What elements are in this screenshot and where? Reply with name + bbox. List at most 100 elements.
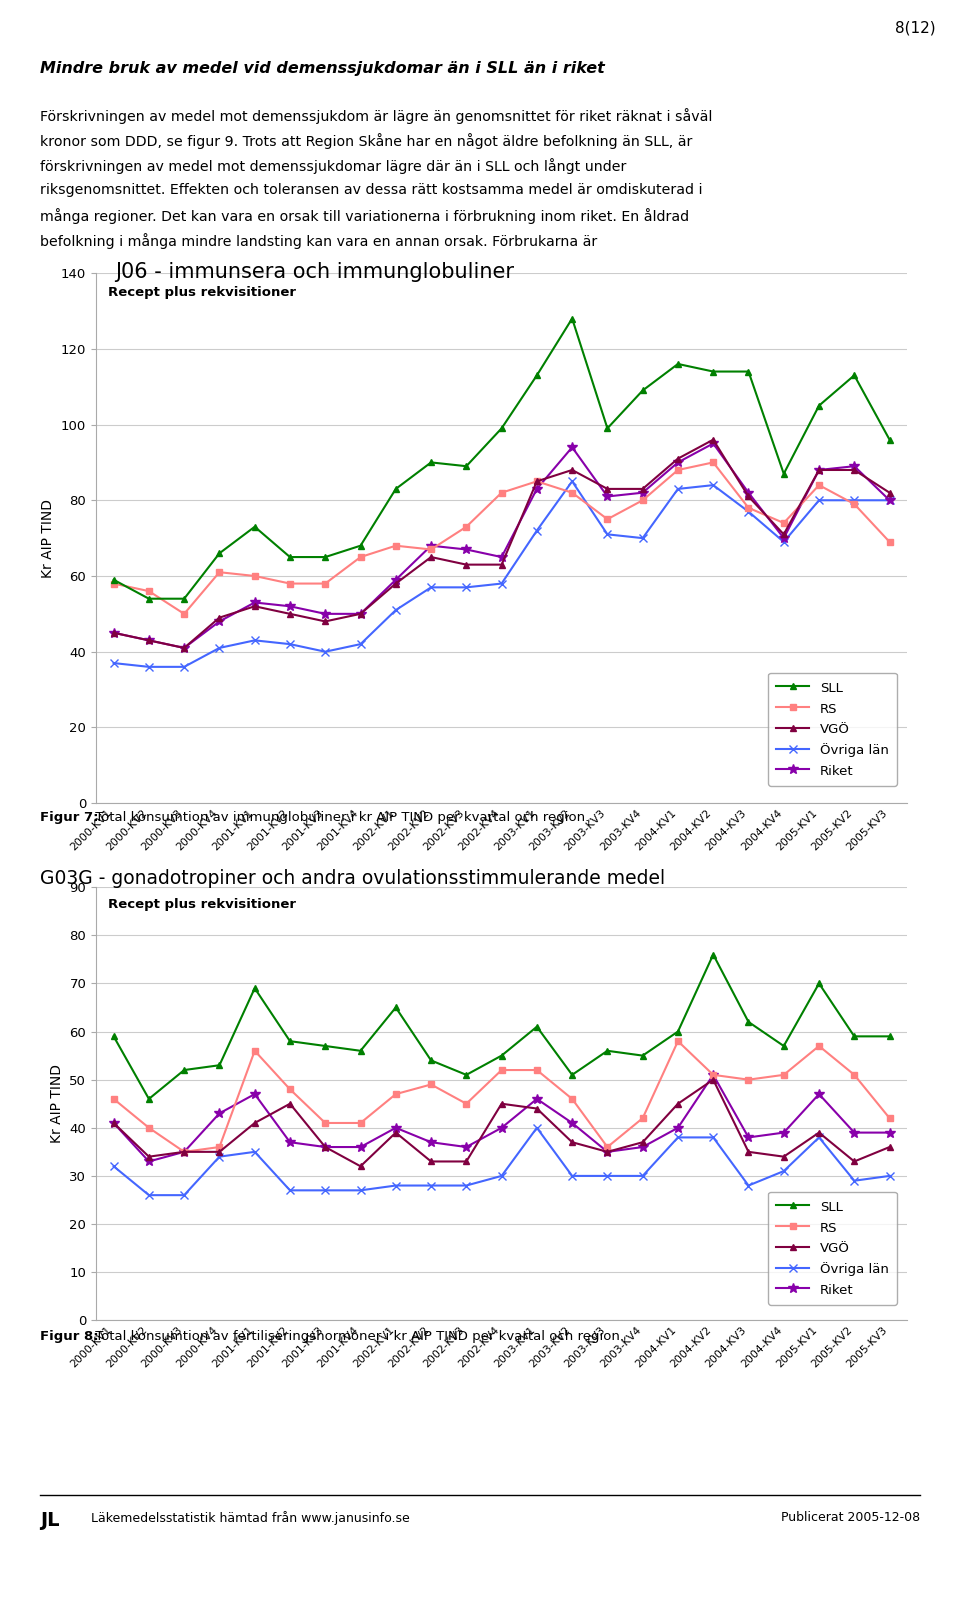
RS — [813, 475, 825, 494]
Line: VGÖ: VGÖ — [110, 1076, 893, 1170]
Riket — [143, 630, 155, 650]
SLL — [284, 1031, 296, 1050]
Övriga län — [672, 1128, 684, 1147]
Övriga län — [743, 1176, 755, 1196]
SLL — [778, 1036, 789, 1055]
SLL — [672, 354, 684, 373]
VGÖ — [355, 1157, 367, 1176]
RS — [320, 574, 331, 593]
SLL — [813, 396, 825, 415]
Line: VGÖ: VGÖ — [110, 436, 893, 651]
VGÖ — [249, 596, 260, 616]
RS — [531, 1060, 542, 1079]
SLL — [849, 1026, 860, 1046]
SLL — [320, 548, 331, 567]
VGÖ — [143, 630, 155, 650]
VGÖ — [390, 574, 401, 593]
SLL — [743, 362, 755, 381]
RS — [425, 1075, 437, 1094]
RS — [461, 517, 472, 537]
Text: många regioner. Det kan vara en orsak till variationerna i förbrukning inom rike: många regioner. Det kan vara en orsak ti… — [40, 208, 689, 225]
Övriga län — [214, 638, 226, 658]
RS — [320, 1113, 331, 1133]
RS — [566, 483, 578, 503]
Text: befolkning i många mindre landsting kan vara en annan orsak. Förbrukarna är: befolkning i många mindre landsting kan … — [40, 233, 597, 249]
Riket — [778, 528, 789, 548]
SLL — [425, 452, 437, 472]
SLL — [743, 1012, 755, 1031]
Övriga län — [495, 574, 507, 593]
RS — [566, 1089, 578, 1109]
Övriga län — [284, 1181, 296, 1201]
SLL — [602, 419, 613, 438]
SLL — [461, 1065, 472, 1084]
Riket — [708, 1065, 719, 1084]
Riket — [602, 486, 613, 506]
SLL — [636, 1046, 648, 1065]
Övriga län — [884, 1167, 896, 1186]
Text: JL: JL — [40, 1511, 60, 1530]
Riket — [179, 638, 190, 658]
Text: 8(12): 8(12) — [896, 19, 936, 36]
Text: kronor som DDD, se figur 9. Trots att Region Skåne har en något äldre befolkning: kronor som DDD, se figur 9. Trots att Re… — [40, 133, 693, 149]
Övriga län — [249, 630, 260, 650]
SLL — [849, 365, 860, 385]
Riket — [849, 1123, 860, 1143]
VGÖ — [778, 1147, 789, 1167]
SLL — [390, 480, 401, 499]
Riket — [849, 456, 860, 475]
Text: Publicerat 2005-12-08: Publicerat 2005-12-08 — [780, 1511, 920, 1524]
Riket — [636, 1138, 648, 1157]
Text: Total konsumtion av immunglobuliner i kr AIP TIND per kvartal och region.: Total konsumtion av immunglobuliner i kr… — [91, 811, 589, 824]
Text: förskrivningen av medel mot demenssjukdomar lägre där än i SLL och långt under: förskrivningen av medel mot demenssjukdo… — [40, 158, 627, 175]
SLL — [355, 537, 367, 556]
SLL — [531, 365, 542, 385]
VGÖ — [708, 430, 719, 449]
Text: Mindre bruk av medel vid demenssjukdomar än i SLL än i riket: Mindre bruk av medel vid demenssjukdomar… — [40, 61, 605, 76]
Övriga län — [531, 1118, 542, 1138]
VGÖ — [531, 1099, 542, 1118]
Riket — [672, 1118, 684, 1138]
VGÖ — [636, 1133, 648, 1152]
Riket — [461, 540, 472, 559]
RS — [708, 1065, 719, 1084]
Övriga län — [355, 635, 367, 654]
RS — [425, 540, 437, 559]
RS — [849, 1065, 860, 1084]
Y-axis label: Kr AIP TIND: Kr AIP TIND — [41, 499, 56, 577]
VGÖ — [461, 554, 472, 574]
VGÖ — [813, 1123, 825, 1143]
Riket — [249, 593, 260, 612]
RS — [143, 1118, 155, 1138]
RS — [390, 1084, 401, 1104]
Riket — [495, 1118, 507, 1138]
Line: Övriga län: Övriga län — [109, 477, 894, 671]
VGÖ — [214, 1143, 226, 1162]
VGÖ — [708, 1070, 719, 1089]
VGÖ — [672, 1094, 684, 1113]
Övriga län — [602, 525, 613, 545]
Line: SLL: SLL — [110, 952, 893, 1102]
Text: Recept plus rekvisitioner: Recept plus rekvisitioner — [108, 286, 297, 299]
SLL — [425, 1050, 437, 1070]
SLL — [708, 362, 719, 381]
SLL — [813, 974, 825, 994]
VGÖ — [495, 554, 507, 574]
Övriga län — [566, 1167, 578, 1186]
Övriga län — [320, 1181, 331, 1201]
VGÖ — [813, 461, 825, 480]
Övriga län — [179, 658, 190, 677]
RS — [636, 491, 648, 511]
VGÖ — [566, 461, 578, 480]
VGÖ — [179, 638, 190, 658]
Riket — [108, 1113, 119, 1133]
VGÖ — [320, 1138, 331, 1157]
RS — [813, 1036, 825, 1055]
SLL — [495, 419, 507, 438]
Riket — [355, 604, 367, 624]
Riket — [425, 1133, 437, 1152]
Övriga län — [813, 1128, 825, 1147]
Övriga län — [672, 480, 684, 499]
RS — [284, 574, 296, 593]
Riket — [320, 1138, 331, 1157]
